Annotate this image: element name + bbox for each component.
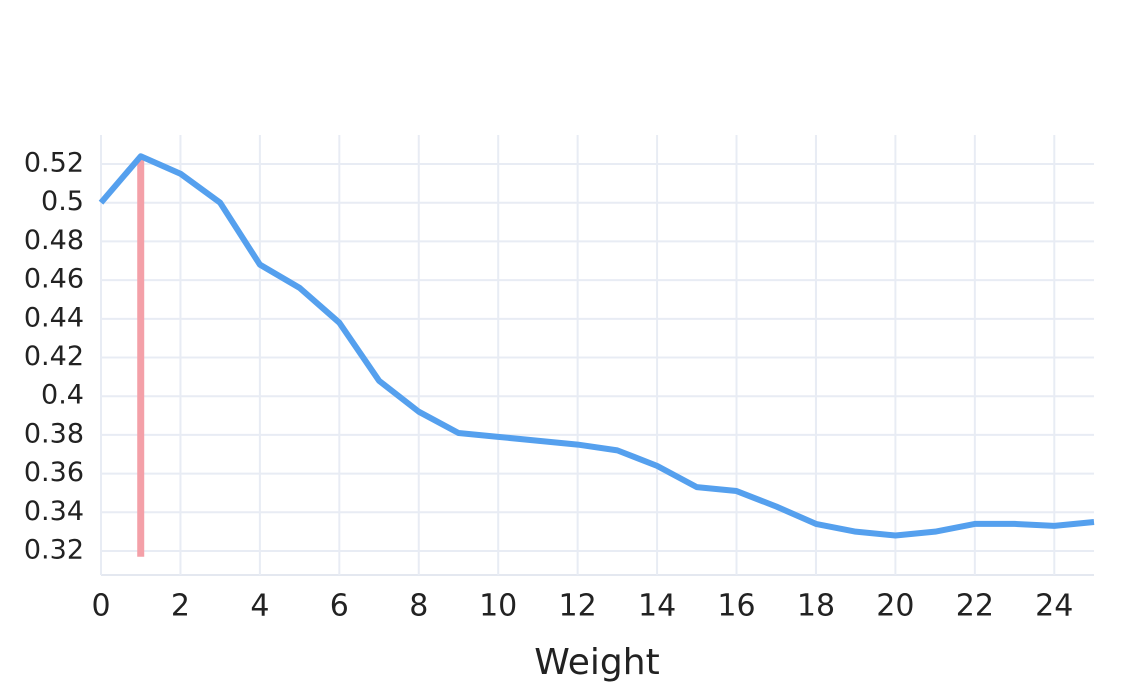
y-tick-label: 0.32 [24,535,84,566]
x-tick-label: 22 [956,589,994,624]
y-tick-label: 0.4 [41,380,84,411]
x-tick-label: 16 [717,589,755,624]
x-tick-label: 14 [638,589,676,624]
y-tick-label: 0.44 [24,302,84,333]
y-tick-label: 0.52 [24,148,84,179]
x-tick-label: 4 [250,589,269,624]
y-tick-label: 0.36 [24,457,84,488]
y-tick-label: 0.38 [24,418,84,449]
x-tick-label: 20 [876,589,914,624]
x-tick-label: 6 [330,589,349,624]
y-tick-label: 0.5 [41,186,84,217]
y-tick-label: 0.48 [24,225,84,256]
y-tick-label: 0.46 [24,264,84,295]
data-line [98,153,1095,539]
x-tick-label: 24 [1035,589,1073,624]
y-tick-label: 0.42 [24,341,84,372]
x-tick-label: 2 [171,589,190,624]
x-tick-label: 18 [797,589,835,624]
x-tick-label: 10 [479,589,517,624]
x-axis-label: Weight [534,642,659,683]
y-tick-label: 0.34 [24,496,84,527]
x-tick-label: 8 [409,589,428,624]
x-tick-label: 0 [91,589,110,624]
x-tick-label: 12 [559,589,597,624]
